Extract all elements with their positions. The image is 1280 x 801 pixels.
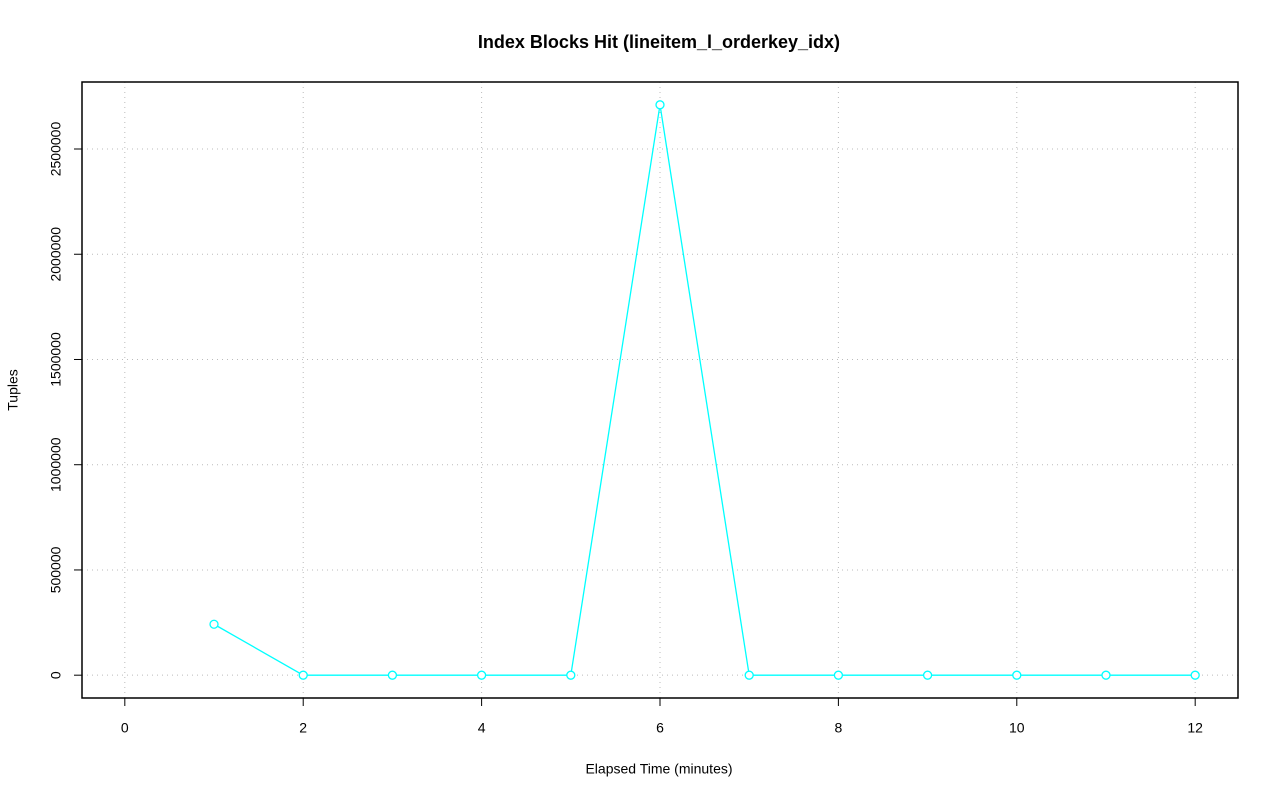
- x-tick-label: 8: [834, 720, 842, 736]
- x-axis-label: Elapsed Time (minutes): [585, 761, 732, 777]
- x-tick-label: 10: [1009, 720, 1025, 736]
- y-tick-label: 2000000: [48, 227, 64, 282]
- y-tick-label: 0: [48, 671, 64, 679]
- data-point: [922, 670, 933, 680]
- data-point: [1101, 670, 1111, 680]
- data-point: [387, 670, 398, 680]
- x-tick-label: 0: [121, 720, 129, 736]
- y-axis-label: Tuples: [5, 369, 21, 411]
- data-point: [1190, 670, 1200, 680]
- data-point: [476, 670, 487, 680]
- y-tick-label: 1500000: [48, 332, 64, 387]
- data-point: [744, 670, 754, 680]
- x-tick-label: 4: [478, 720, 486, 736]
- data-point: [209, 619, 219, 629]
- y-tick-label: 2500000: [48, 122, 64, 177]
- y-tick-label: 1000000: [48, 437, 64, 492]
- x-tick-label: 6: [656, 720, 664, 736]
- data-point: [655, 100, 665, 110]
- data-point: [1012, 670, 1022, 680]
- data-point: [833, 670, 844, 680]
- x-tick-label: 2: [299, 720, 307, 736]
- chart-title: Index Blocks Hit (lineitem_l_orderkey_id…: [478, 32, 840, 52]
- series-line: [213, 104, 1196, 676]
- y-tick-label: 500000: [48, 546, 64, 593]
- plot-frame: [81, 81, 1239, 699]
- data-point: [566, 670, 576, 680]
- data-point: [298, 670, 308, 680]
- x-tick-label: 12: [1187, 720, 1203, 736]
